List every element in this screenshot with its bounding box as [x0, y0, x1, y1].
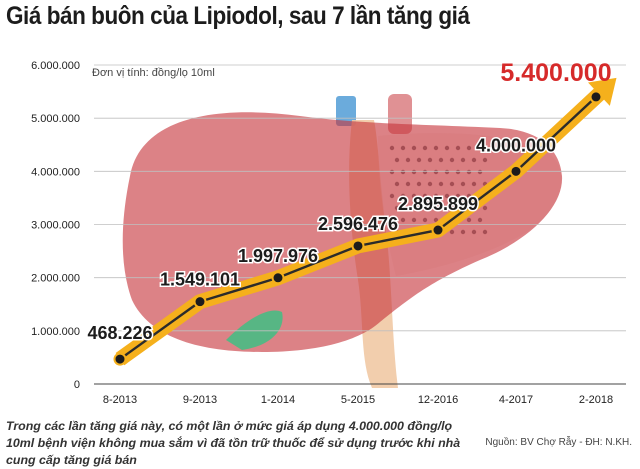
- data-label: 4.000.000: [476, 135, 556, 155]
- data-label: 2.596.476: [318, 214, 398, 234]
- y-tick-label: 6.000.000: [31, 60, 80, 72]
- data-point: [271, 271, 285, 285]
- data-label: 1.997.976: [238, 246, 318, 266]
- data-label: 5.400.000: [500, 59, 611, 87]
- data-label: 2.895.899: [398, 194, 478, 214]
- y-axis: 0 1.000.000 2.000.000 3.000.000 4.000.000 5.0…: [31, 60, 80, 391]
- x-axis: 8-2013 9-2013 1-2014 5-2015 12-2016 4-2017 2-2…: [103, 394, 613, 406]
- data-label: 468.226: [87, 323, 152, 343]
- y-tick-label: 4.000.000: [31, 166, 80, 178]
- y-tick-label: 1.000.000: [31, 326, 80, 338]
- data-point: [113, 352, 127, 366]
- chart-title: Giá bán buôn của Lipiodol, sau 7 lần tăn…: [6, 2, 470, 30]
- gridlines: [94, 64, 626, 385]
- x-tick-label: 1-2014: [261, 394, 295, 406]
- data-point: [509, 164, 523, 178]
- data-point: [589, 90, 603, 104]
- x-tick-label: 9-2013: [183, 394, 217, 406]
- data-point: [193, 295, 207, 309]
- data-point: [351, 239, 365, 253]
- data-label: 1.549.101: [160, 270, 240, 290]
- x-tick-label: 8-2013: [103, 394, 137, 406]
- y-tick-label: 5.000.000: [31, 113, 80, 125]
- trend-arrowhead: [588, 77, 617, 106]
- x-tick-label: 4-2017: [499, 394, 533, 406]
- data-labels: 468.226 1.549.101 1.997.9762.596.4762.895.…: [86, 59, 612, 345]
- y-tick-label: 0: [74, 379, 80, 391]
- data-point: [431, 223, 445, 237]
- x-tick-label: 12-2016: [418, 394, 458, 406]
- unit-note: Đơn vị tính: đồng/lọ 10ml: [92, 67, 215, 79]
- x-tick-label: 2-2018: [579, 394, 613, 406]
- x-tick-label: 5-2015: [341, 394, 375, 406]
- source-credit: Nguồn: BV Chợ Rẫy - ĐH: N.KH.: [485, 437, 632, 448]
- y-tick-label: 3.000.000: [31, 220, 80, 232]
- footnote: Trong các lần tăng giá này, có một lần ở…: [6, 419, 461, 467]
- data-points: [113, 90, 603, 366]
- y-tick-label: 2.000.000: [31, 273, 80, 285]
